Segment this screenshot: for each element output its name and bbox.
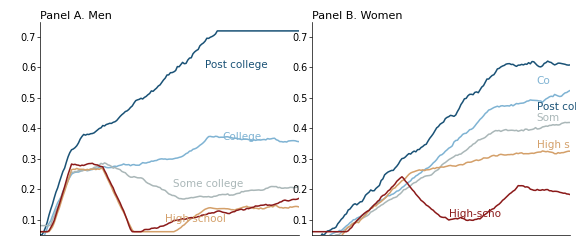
Text: High s: High s [537,140,570,150]
Text: Post coll: Post coll [537,102,576,112]
Text: Panel B. Women: Panel B. Women [312,11,402,21]
Text: Som: Som [537,113,560,123]
Text: Some college: Some college [173,179,244,189]
Text: Co: Co [537,76,551,86]
Text: College: College [222,132,262,142]
Text: High-scho: High-scho [449,209,501,219]
Text: Panel A. Men: Panel A. Men [40,11,112,21]
Text: Post college: Post college [206,60,268,70]
Text: High school: High school [165,214,226,224]
